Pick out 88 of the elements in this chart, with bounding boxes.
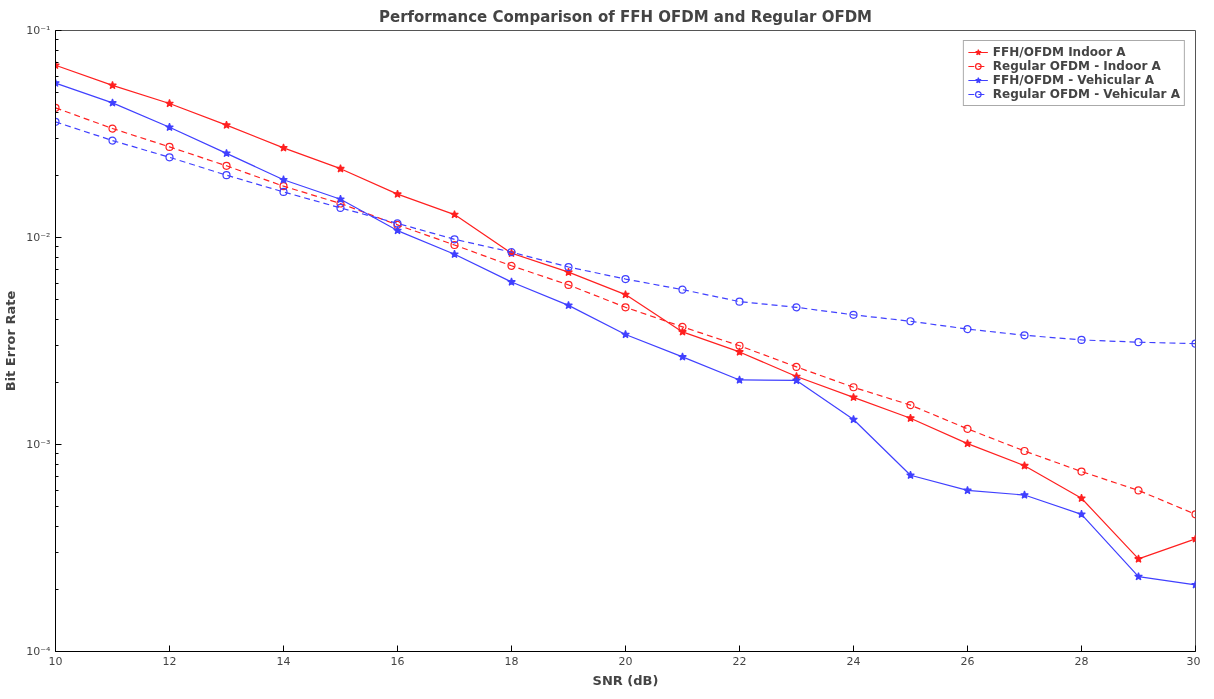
point <box>735 375 744 384</box>
point <box>450 249 459 259</box>
point <box>792 375 801 385</box>
point <box>108 80 117 90</box>
point <box>906 317 915 326</box>
point <box>450 210 459 219</box>
point <box>849 414 858 424</box>
point <box>450 240 459 250</box>
point <box>336 194 345 204</box>
point <box>564 280 573 290</box>
point <box>1020 461 1029 470</box>
point <box>1134 572 1143 581</box>
chart-title: Performance Comparison of FFH OFDM and Regular OFDM <box>378 7 873 26</box>
point <box>507 277 516 286</box>
point <box>336 164 345 173</box>
point <box>849 310 858 319</box>
point <box>678 285 687 294</box>
point <box>222 161 231 170</box>
point <box>1134 338 1143 347</box>
point <box>279 175 288 184</box>
x-tick-label: 16 <box>390 654 405 668</box>
point <box>564 262 573 272</box>
legend-label: Regular OFDM - Indoor A <box>992 59 1161 73</box>
point <box>735 297 744 306</box>
y-tick-label: 10⁻¹ <box>26 24 51 37</box>
y-tick-label: 10⁻² <box>26 231 51 244</box>
point <box>1077 335 1086 345</box>
point <box>279 143 288 152</box>
x-tick-label: 28 <box>1074 654 1089 668</box>
point <box>792 303 801 312</box>
point <box>1077 467 1086 476</box>
point <box>108 136 117 145</box>
point <box>165 122 174 132</box>
point <box>963 439 972 448</box>
point <box>108 124 117 133</box>
legend-label: Regular OFDM - Vehicular A <box>992 87 1180 101</box>
point <box>222 148 231 158</box>
x-tick-label: 22 <box>732 654 747 668</box>
point <box>963 485 972 495</box>
y-tick-label: 10⁻³ <box>26 438 51 451</box>
point <box>735 341 744 350</box>
point <box>1077 493 1086 503</box>
x-tick-label: 20 <box>618 654 633 668</box>
point <box>849 392 858 402</box>
point <box>621 289 630 299</box>
x-tick-label: 18 <box>504 654 519 668</box>
point <box>621 303 630 312</box>
point <box>849 383 858 392</box>
y-axis-title: Bit Error Rate <box>3 290 19 392</box>
point <box>564 300 573 310</box>
x-tick-label: 14 <box>276 654 291 668</box>
point <box>165 153 174 162</box>
point <box>1134 486 1143 495</box>
point <box>393 189 402 198</box>
point <box>336 203 345 212</box>
point <box>165 98 174 108</box>
point <box>507 261 516 270</box>
point <box>963 424 972 433</box>
point <box>1020 490 1029 499</box>
point <box>1077 509 1086 519</box>
legend-label: FFH/OFDM Indoor A <box>992 45 1126 59</box>
point <box>621 274 630 284</box>
point <box>393 225 402 235</box>
point <box>678 352 687 361</box>
point <box>222 171 231 180</box>
point <box>792 362 801 372</box>
point <box>336 199 345 208</box>
x-tick-label: 30 <box>1186 654 1201 668</box>
point <box>1134 554 1143 563</box>
point <box>1020 446 1029 456</box>
point <box>165 142 174 151</box>
x-tick-label: 24 <box>846 654 861 668</box>
point <box>906 413 915 423</box>
x-tick-label: 26 <box>960 654 975 668</box>
x-tick-label: 12 <box>162 654 177 668</box>
point <box>621 329 630 339</box>
point <box>222 120 231 129</box>
point <box>906 470 915 480</box>
point <box>963 325 972 334</box>
point <box>279 187 288 197</box>
point <box>678 322 687 331</box>
x-axis-title: SNR (dB) <box>592 672 659 688</box>
point <box>1020 331 1029 340</box>
point <box>279 182 288 191</box>
legend-label: FFH/OFDM - Vehicular A <box>992 73 1154 87</box>
point <box>450 235 459 244</box>
point <box>108 98 117 107</box>
point <box>906 401 915 410</box>
